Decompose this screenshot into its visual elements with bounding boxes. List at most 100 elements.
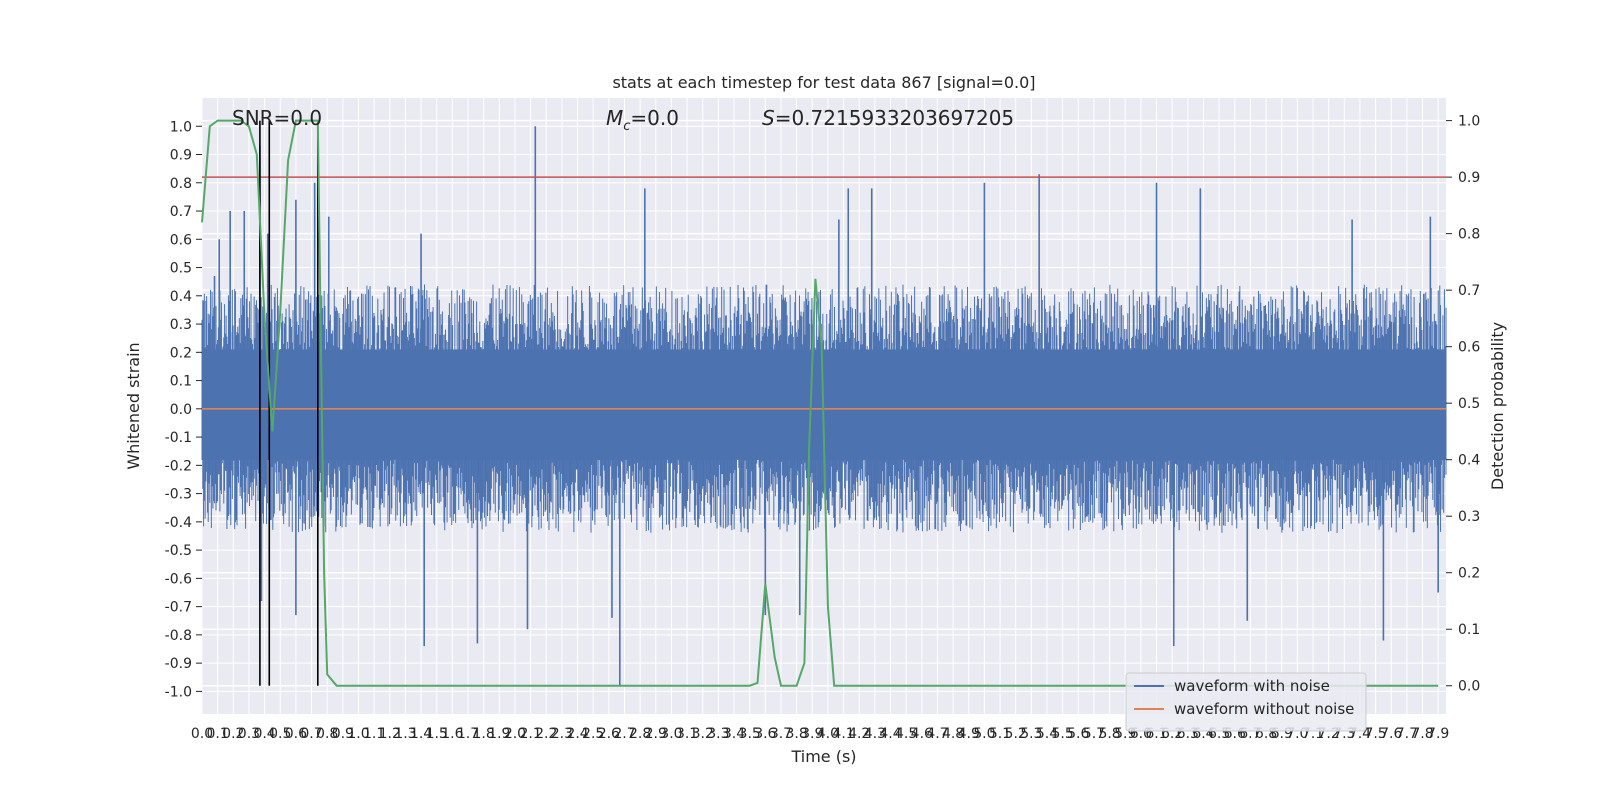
x-tick-label: 4.3 — [864, 726, 886, 742]
x-tick-label: 3.6 — [754, 726, 776, 742]
x-tick-label: 1.1 — [363, 726, 385, 742]
x-tick-label: 5.0 — [973, 726, 995, 742]
x-tick-label: 5.2 — [1005, 726, 1027, 742]
x-tick-label: 1.4 — [410, 726, 432, 742]
x-tick-label: 1.8 — [473, 726, 495, 742]
x-tick-label: 3.3 — [707, 726, 729, 742]
x-tick-label: 2.1 — [519, 726, 541, 742]
y-tick-label-right: 1.0 — [1458, 114, 1480, 130]
x-tick-label: 5.7 — [1083, 726, 1105, 742]
x-tick-label: 5.8 — [1098, 726, 1120, 742]
x-tick-label: 4.0 — [817, 726, 839, 742]
x-tick-label: 5.3 — [1020, 726, 1042, 742]
x-tick-label: 5.5 — [1051, 726, 1073, 742]
y-axis-label-right: Detection probability — [1488, 322, 1507, 490]
y-tick-label-left: -0.6 — [165, 571, 192, 587]
x-tick-label: 2.7 — [613, 726, 635, 742]
x-tick-label: 3.4 — [723, 726, 745, 742]
snr-annotation: SNR=0.0 — [232, 106, 322, 130]
x-tick-label: 3.5 — [739, 726, 761, 742]
mc-subscript: c — [623, 119, 630, 134]
x-tick-label: 2.3 — [551, 726, 573, 742]
line-series — [201, 119, 1446, 687]
y-tick-label-left: -0.3 — [165, 487, 192, 503]
y-tick-label-left: -0.4 — [165, 515, 192, 531]
s-annotation: S=0.7215933203697205 — [762, 106, 1014, 130]
x-tick-label: 4.9 — [958, 726, 980, 742]
x-tick-label: 7.7 — [1396, 726, 1418, 742]
y-tick-label-left: 1.0 — [170, 119, 192, 135]
y-tick-label-left: -0.5 — [165, 543, 192, 559]
x-tick-label: 0.7 — [300, 726, 322, 742]
y-tick-label-left: -0.7 — [165, 600, 192, 616]
x-axis-label: Time (s) — [790, 747, 856, 766]
x-tick-label: 5.4 — [1036, 726, 1058, 742]
x-tick-label: 2.4 — [566, 726, 588, 742]
x-tick-label: 3.8 — [785, 726, 807, 742]
x-tick-label: 3.0 — [660, 726, 682, 742]
x-tick-label: 2.8 — [629, 726, 651, 742]
x-tick-label: 4.4 — [879, 726, 901, 742]
x-tick-label: 0.6 — [285, 726, 307, 742]
y-tick-label-right: 0.3 — [1458, 509, 1480, 525]
x-tick-label: 0.8 — [316, 726, 338, 742]
y-tick-label-right: 0.9 — [1458, 170, 1480, 186]
legend-label-noise: waveform with noise — [1174, 677, 1330, 695]
x-tick-label: 7.5 — [1364, 726, 1386, 742]
x-tick-label: 7.9 — [1427, 726, 1449, 742]
y-tick-label-right: 0.7 — [1458, 283, 1480, 299]
x-tick-label: 0.1 — [207, 726, 229, 742]
mc-value: =0.0 — [630, 106, 679, 130]
y-tick-label-left: 0.1 — [170, 374, 192, 390]
y-tick-label-right: 0.4 — [1458, 453, 1480, 469]
x-tick-label: 3.2 — [692, 726, 714, 742]
legend-box — [1125, 672, 1367, 732]
chart-title: stats at each timestep for test data 867… — [612, 73, 1035, 92]
y-tick-label-left: -1.0 — [165, 684, 192, 700]
y-tick-label-left: 0.5 — [170, 261, 192, 277]
x-tick-label: 1.3 — [394, 726, 416, 742]
x-tick-label: 0.9 — [332, 726, 354, 742]
y-tick-label-left: 0.0 — [170, 402, 192, 418]
y-tick-label-left: -0.8 — [165, 628, 192, 644]
y-tick-label-right: 0.1 — [1458, 622, 1480, 638]
y-tick-label-left: 0.2 — [170, 345, 192, 361]
s-symbol: S — [762, 106, 775, 130]
y-tick-label-left: 0.4 — [170, 289, 192, 305]
x-tick-label: 2.5 — [582, 726, 604, 742]
s-value: =0.7215933203697205 — [775, 106, 1014, 130]
x-tick-label: 1.7 — [457, 726, 479, 742]
x-tick-label: 0.5 — [269, 726, 291, 742]
noise-series — [201, 126, 1447, 686]
y-tick-label-right: 0.0 — [1458, 679, 1480, 695]
x-tick-label: 1.0 — [347, 726, 369, 742]
y-tick-label-left: -0.9 — [165, 656, 192, 672]
y-tick-label-left: 0.8 — [170, 176, 192, 192]
mc-annotation: Mc=0.0 — [606, 106, 679, 134]
x-tick-label: 2.0 — [504, 726, 526, 742]
x-tick-label: 0.0 — [191, 726, 213, 742]
y-tick-label-left: 0.3 — [170, 317, 192, 333]
x-tick-label: 0.4 — [253, 726, 275, 742]
x-tick-label: 4.7 — [926, 726, 948, 742]
y-tick-label-right: 0.5 — [1458, 396, 1480, 412]
x-tick-label: 2.6 — [598, 726, 620, 742]
x-tick-label: 1.5 — [426, 726, 448, 742]
y-tick-label-left: 0.6 — [170, 232, 192, 248]
x-tick-label: 4.8 — [942, 726, 964, 742]
mc-symbol: M — [606, 106, 623, 130]
y-tick-label-right: 0.6 — [1458, 340, 1480, 356]
x-tick-label: 3.9 — [801, 726, 823, 742]
x-tick-label: 1.9 — [488, 726, 510, 742]
x-tick-label: 4.2 — [848, 726, 870, 742]
x-tick-label: 4.6 — [911, 726, 933, 742]
legend: waveform with noise waveform without noi… — [1125, 672, 1367, 732]
x-tick-label: 3.1 — [676, 726, 698, 742]
ticks: 0.00.10.20.30.40.50.60.70.80.91.01.11.21… — [165, 114, 1481, 742]
x-tick-label: 1.2 — [379, 726, 401, 742]
x-tick-label: 3.7 — [770, 726, 792, 742]
x-tick-label: 0.3 — [238, 726, 260, 742]
y-tick-label-right: 0.8 — [1458, 227, 1480, 243]
